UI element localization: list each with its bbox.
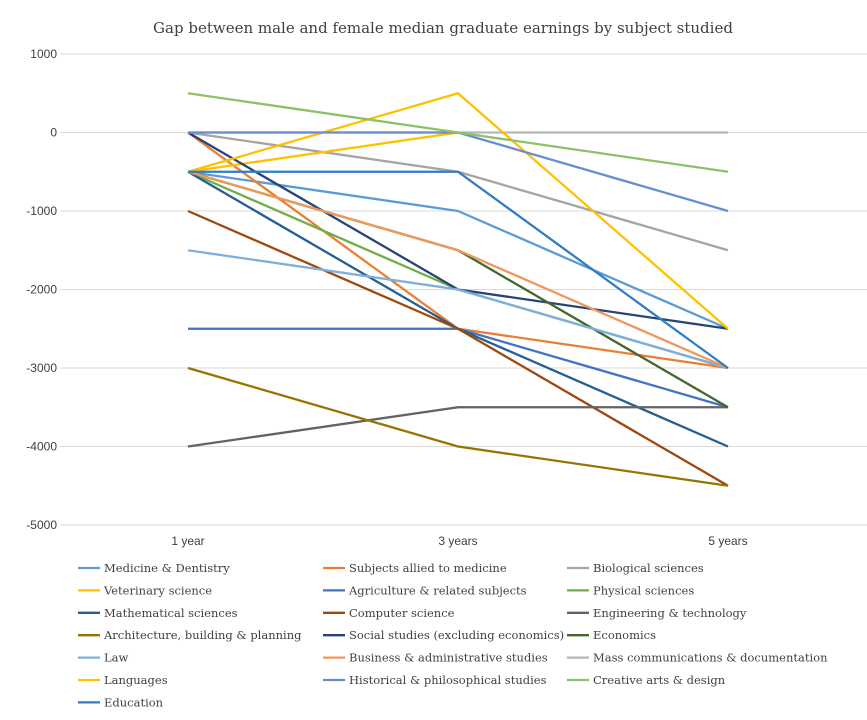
legend-item: Architecture, building & planning bbox=[78, 628, 302, 642]
legend-label: Social studies (excluding economics) bbox=[349, 628, 564, 642]
series-line-5 bbox=[187, 170, 729, 370]
legend-label: Business & administrative studies bbox=[349, 651, 548, 665]
legend-label: Law bbox=[104, 651, 128, 665]
x-tick-label: 5 years bbox=[708, 534, 747, 548]
legend-item: Creative arts & design bbox=[567, 673, 726, 687]
y-tick-label: -2000 bbox=[26, 283, 57, 297]
y-tick-label: -5000 bbox=[26, 518, 57, 532]
legend-label: Languages bbox=[104, 673, 168, 687]
series-line-13 bbox=[187, 170, 729, 370]
series-line-9 bbox=[187, 366, 729, 487]
legend-item: Agriculture & related subjects bbox=[323, 583, 527, 597]
legend-item: Business & administrative studies bbox=[323, 651, 548, 665]
legend-label: Education bbox=[104, 695, 164, 709]
x-tick-label: 3 years bbox=[438, 534, 477, 548]
chart-title: Gap between male and female median gradu… bbox=[153, 19, 733, 37]
x-tick-label: 1 year bbox=[171, 534, 204, 548]
legend-label: Historical & philosophical studies bbox=[349, 673, 547, 687]
legend-item: Medicine & Dentistry bbox=[78, 561, 230, 575]
legend-label: Subjects allied to medicine bbox=[349, 561, 507, 575]
y-tick-label: -1000 bbox=[26, 204, 57, 218]
y-tick-label: -3000 bbox=[26, 361, 57, 375]
series-line-12 bbox=[187, 249, 729, 370]
legend-label: Agriculture & related subjects bbox=[348, 583, 527, 597]
series-line-18 bbox=[188, 170, 729, 369]
y-tick-label: -4000 bbox=[26, 440, 57, 454]
legend-item: Education bbox=[78, 695, 164, 709]
legend-item: Computer science bbox=[323, 606, 455, 620]
series-line-8 bbox=[187, 406, 728, 448]
legend-item: Historical & philosophical studies bbox=[323, 673, 547, 687]
series-line-17 bbox=[187, 92, 729, 173]
y-tick-label: 0 bbox=[50, 126, 57, 140]
legend-label: Creative arts & design bbox=[593, 673, 726, 687]
series-line-15 bbox=[187, 92, 729, 330]
legend-label: Biological sciences bbox=[593, 561, 704, 575]
legend-label: Economics bbox=[593, 628, 656, 642]
legend-item: Biological sciences bbox=[567, 561, 704, 575]
legend-label: Veterinary science bbox=[103, 583, 212, 597]
legend-label: Engineering & technology bbox=[593, 606, 747, 620]
series-line-3 bbox=[187, 131, 459, 173]
series-line-10 bbox=[187, 131, 729, 330]
legend-item: Physical sciences bbox=[567, 583, 694, 597]
legend-item: Economics bbox=[567, 628, 656, 642]
legend-item: Social studies (excluding economics) bbox=[323, 628, 564, 642]
legend-label: Physical sciences bbox=[593, 583, 694, 597]
legend-label: Mathematical sciences bbox=[104, 606, 238, 620]
legend-item: Engineering & technology bbox=[567, 606, 747, 620]
legend-item: Subjects allied to medicine bbox=[323, 561, 507, 575]
y-tick-label: 1000 bbox=[30, 47, 57, 61]
legend-label: Architecture, building & planning bbox=[103, 628, 302, 642]
legend-label: Medicine & Dentistry bbox=[104, 561, 230, 575]
legend-item: Veterinary science bbox=[78, 583, 212, 597]
legend-label: Computer science bbox=[349, 606, 455, 620]
legend-item: Languages bbox=[78, 673, 168, 687]
legend-label: Mass communications & documentation bbox=[593, 651, 828, 665]
legend-item: Law bbox=[78, 651, 128, 665]
legend-item: Mass communications & documentation bbox=[567, 651, 828, 665]
series-line-7 bbox=[187, 209, 729, 487]
legend-item: Mathematical sciences bbox=[78, 606, 238, 620]
